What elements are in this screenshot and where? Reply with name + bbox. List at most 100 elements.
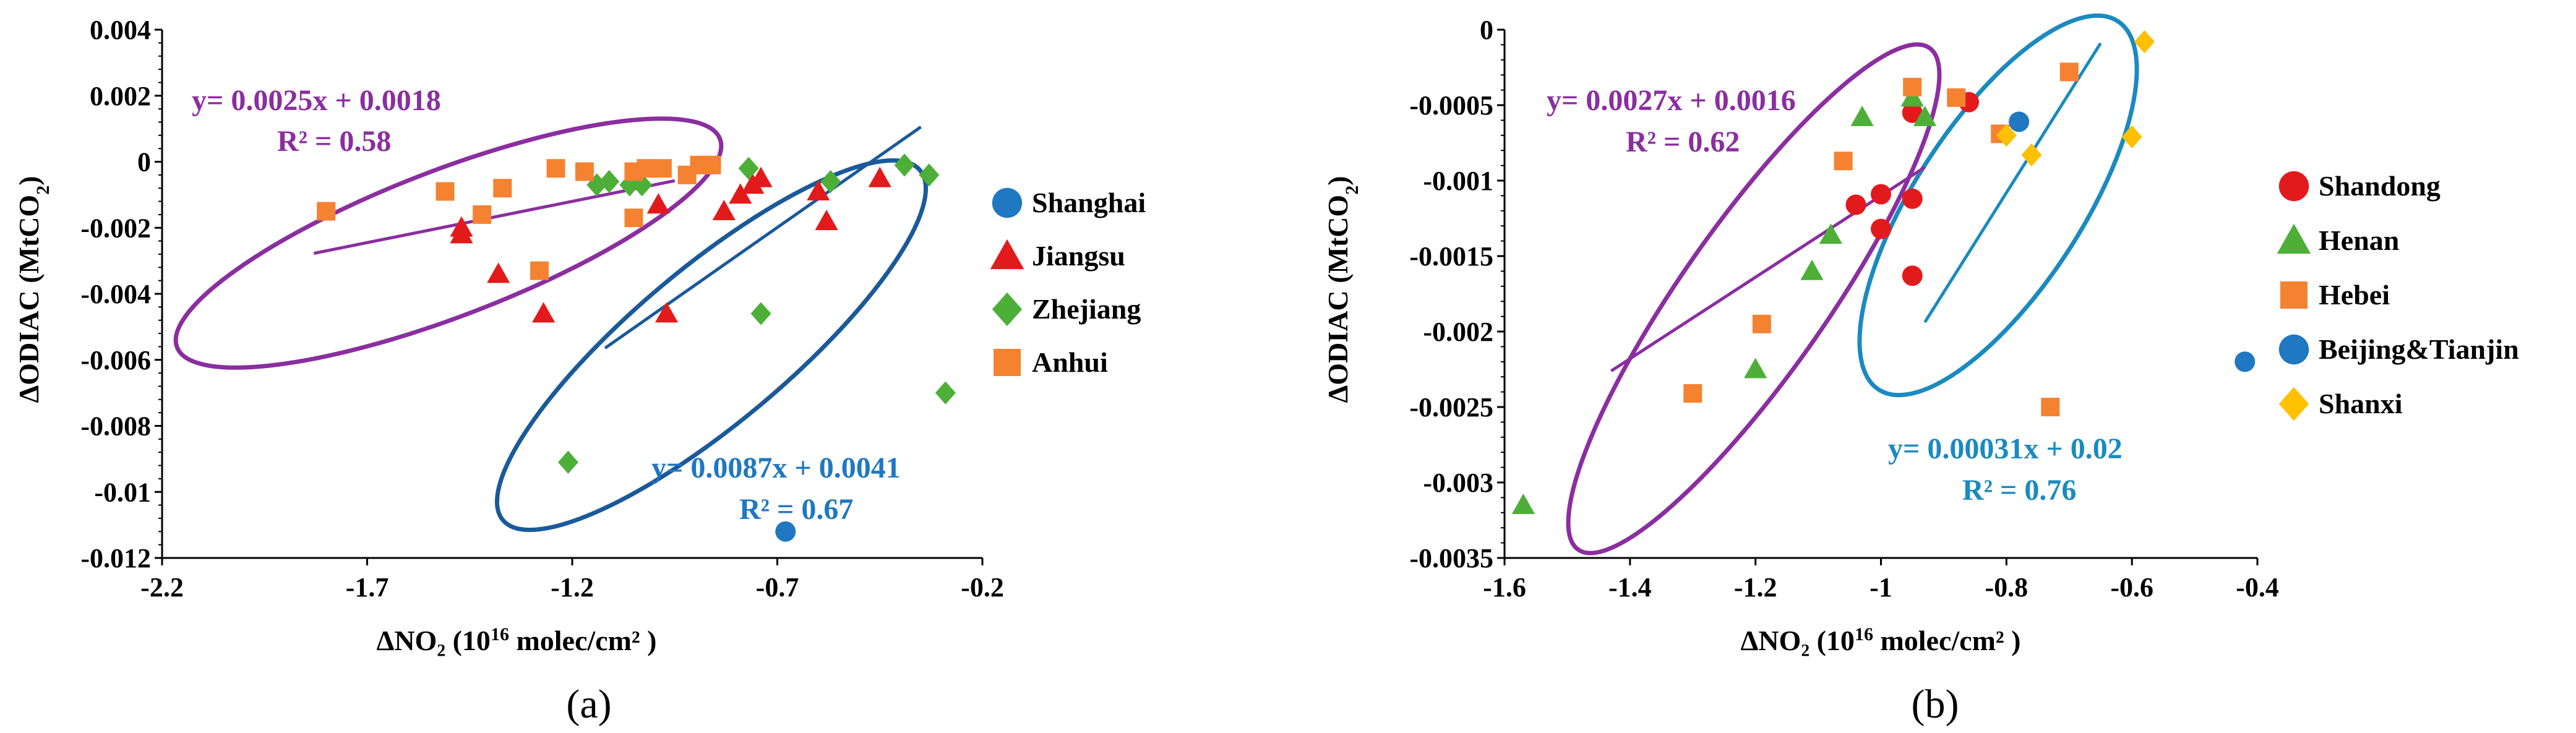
point-zhejiang	[919, 163, 940, 187]
point-zhejiang	[632, 173, 653, 197]
legend-marker-shanxi	[2278, 387, 2309, 421]
x-tick-label: -2.2	[140, 572, 184, 602]
point-hebei	[1683, 384, 1702, 403]
y-tick-label: -0.008	[80, 411, 151, 442]
point-jiangsu	[749, 166, 773, 187]
x-tick-label: -1	[1870, 572, 1892, 602]
y-tick-label: 0.004	[90, 15, 151, 45]
y-tick-label: 0.002	[90, 81, 151, 111]
panel-b-eq2: y= 0.00031x + 0.02	[1888, 432, 2123, 465]
y-tick-label: -0.004	[80, 279, 151, 309]
panel-a-r2-2: R² = 0.67	[739, 493, 853, 526]
point-shanxi	[2021, 143, 2042, 167]
legend-marker-beijing-tianjin	[2278, 334, 2309, 365]
y-tick-label: -0.002	[1423, 317, 1493, 347]
point-zhejiang	[820, 169, 841, 194]
legend-marker-henan	[2277, 223, 2311, 254]
point-shanxi	[2134, 30, 2155, 54]
panel-b-eq1: y= 0.0027x + 0.0016	[1547, 84, 1796, 117]
point-anhui	[530, 261, 549, 280]
point-anhui	[546, 159, 565, 178]
panel-a-fit-lines	[313, 126, 922, 349]
point-hebei	[2041, 398, 2060, 416]
panel-b-chart: 0 -0.0005 -0.001 -0.0015 -0.002 -0.0025 -0.003…	[1322, 13, 2519, 727]
panel-b-r2-2: R² = 0.76	[1962, 474, 2076, 507]
point-jiangsu	[655, 302, 679, 323]
point-beijing-tianjin	[2009, 111, 2030, 132]
y-tick-label: -0.012	[80, 543, 151, 573]
panel-a-legend: Shanghai Jiangsu Zhejiang Anhui	[990, 187, 1146, 378]
x-tick-label: -1.6	[1483, 572, 1526, 602]
panel-a-eq1: y= 0.0025x + 0.0018	[192, 84, 441, 117]
point-jiangsu	[868, 166, 891, 187]
point-shandong	[1871, 184, 1891, 205]
y-tick-label: -0.0005	[1409, 90, 1493, 121]
panel-b-ellipse-purple	[1566, 42, 1942, 555]
x-tick-label: -1.2	[551, 572, 594, 602]
panel-b-ylabel: ΔODIAC (MtCO2)	[1322, 176, 1362, 403]
x-tick-label: -1.2	[1734, 572, 1777, 602]
point-henan	[1913, 105, 1937, 126]
point-shanghai	[775, 521, 796, 542]
point-henan	[1511, 494, 1535, 514]
point-beijing-tianjin	[2235, 351, 2256, 372]
point-anhui	[436, 182, 455, 201]
point-anhui	[637, 159, 656, 178]
point-anhui	[575, 162, 594, 181]
point-hebei	[1947, 88, 1966, 107]
point-jiangsu	[729, 183, 752, 204]
panel-b-r2-1: R² = 0.62	[1626, 126, 1740, 158]
panel-a-caption: (a)	[566, 682, 611, 727]
point-shandong	[1902, 188, 1923, 209]
point-hebei	[1834, 152, 1853, 171]
panel-a-eq2: y= 0.0087x + 0.0041	[651, 452, 901, 484]
y-tick-label: -0.0015	[1409, 241, 1493, 272]
fit-line-2	[1923, 42, 2102, 324]
point-zhejiang	[738, 156, 759, 180]
y-tick-label: -0.0025	[1409, 392, 1493, 422]
panel-b-caption: (b)	[1912, 682, 1959, 727]
legend-label-henan: Henan	[2319, 225, 2399, 256]
point-hebei	[1903, 77, 1922, 96]
panel-b-ellipse-blue	[1857, 13, 2139, 398]
x-tick-label: -0.6	[2110, 572, 2153, 602]
panel-b-fit-lines	[1610, 42, 2102, 372]
point-jiangsu	[807, 179, 830, 200]
legend-marker-shandong	[2278, 171, 2309, 202]
point-jiangsu	[815, 209, 838, 230]
point-shandong	[1902, 102, 1923, 123]
panel-a-ellipse-blue	[494, 158, 929, 533]
point-anhui	[493, 179, 512, 198]
point-henan	[1744, 358, 1767, 379]
point-henan	[1819, 223, 1842, 244]
point-zhejiang	[935, 381, 956, 405]
panel-a-axes: 0.004 0.002 0 -0.002 -0.004 -0.006 -0.008 -0.01…	[80, 15, 1003, 602]
point-jiangsu	[531, 302, 556, 323]
panel-b-axes: 0 -0.0005 -0.001 -0.0015 -0.002 -0.0025 -0.003…	[1409, 15, 2278, 602]
point-shandong	[1845, 194, 1866, 215]
panel-a-points	[317, 153, 956, 542]
point-shandong	[1902, 265, 1923, 286]
point-zhejiang	[750, 302, 771, 325]
x-tick-label: -1.4	[1608, 572, 1652, 602]
point-zhejiang	[894, 153, 915, 177]
panel-b-legend: Shandong Henan Hebei Beijing&Tianjin Shanxi	[2277, 170, 2519, 421]
point-anhui	[473, 205, 492, 224]
y-tick-label: -0.006	[80, 345, 151, 375]
legend-label-beijing-tianjin: Beijing&Tianjin	[2319, 333, 2519, 365]
x-tick-label: -0.8	[1985, 572, 2029, 602]
point-zhejiang	[557, 450, 578, 474]
point-hebei	[1752, 314, 1771, 333]
legend-label-hebei: Hebei	[2319, 279, 2390, 311]
x-tick-label: -1.7	[346, 572, 389, 602]
legend-label-shanxi: Shanxi	[2319, 388, 2403, 419]
fit-line-2	[604, 126, 922, 349]
point-anhui	[624, 208, 643, 228]
x-tick-label: -0.4	[2236, 572, 2279, 602]
legend-marker-anhui	[994, 349, 1021, 376]
y-tick-label: -0.002	[80, 213, 151, 243]
y-tick-label: -0.001	[1423, 166, 1493, 196]
panel-a-ellipse-purple	[173, 116, 724, 370]
point-jiangsu	[487, 262, 510, 283]
